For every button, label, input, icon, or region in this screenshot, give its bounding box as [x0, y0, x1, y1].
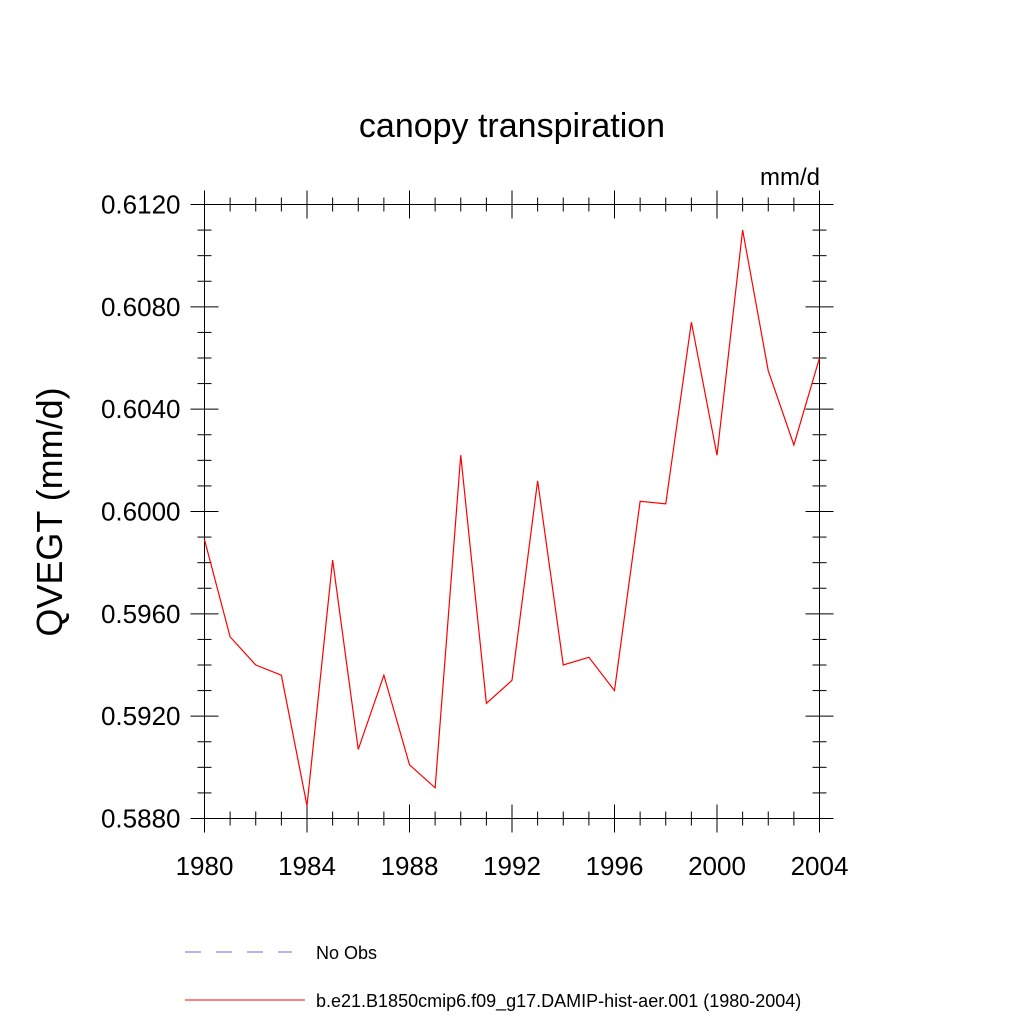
y-tick-label: 0.6080: [101, 292, 181, 322]
legend-label: b.e21.B1850cmip6.f09_g17.DAMIP-hist-aer.…: [316, 991, 801, 1012]
y-axis-title: QVEGT (mm/d): [29, 387, 70, 636]
y-axis-ticks: 0.5880 0.5920 0.5960 0.6000 0.6040 0.6080 0.61…: [101, 190, 834, 834]
x-tick-label: 1988: [381, 851, 439, 881]
plot-frame: [204, 204, 820, 819]
x-axis-ticks: 1980 1984 1988 1992 1996 2000 2004: [176, 190, 849, 881]
x-tick-label: 1996: [586, 851, 644, 881]
x-tick-label: 1980: [176, 851, 234, 881]
legend: No Obs b.e21.B1850cmip6.f09_g17.DAMIP-his…: [185, 943, 801, 1012]
y-tick-label: 0.5920: [101, 701, 181, 731]
x-tick-label: 2000: [688, 851, 746, 881]
series-line: [203, 229, 821, 806]
y-tick-label: 0.5880: [101, 804, 181, 834]
units-label: mm/d: [760, 164, 820, 191]
x-tick-label: 2004: [791, 851, 849, 881]
chart-title: canopy transpiration: [359, 107, 665, 145]
y-tick-label: 0.5960: [101, 599, 181, 629]
y-tick-label: 0.6120: [101, 190, 181, 220]
legend-label: No Obs: [316, 943, 377, 963]
x-tick-label: 1992: [483, 851, 541, 881]
series-layer: [203, 229, 821, 806]
x-tick-label: 1984: [278, 851, 336, 881]
y-tick-label: 0.6040: [101, 394, 181, 424]
y-tick-label: 0.6000: [101, 497, 181, 527]
